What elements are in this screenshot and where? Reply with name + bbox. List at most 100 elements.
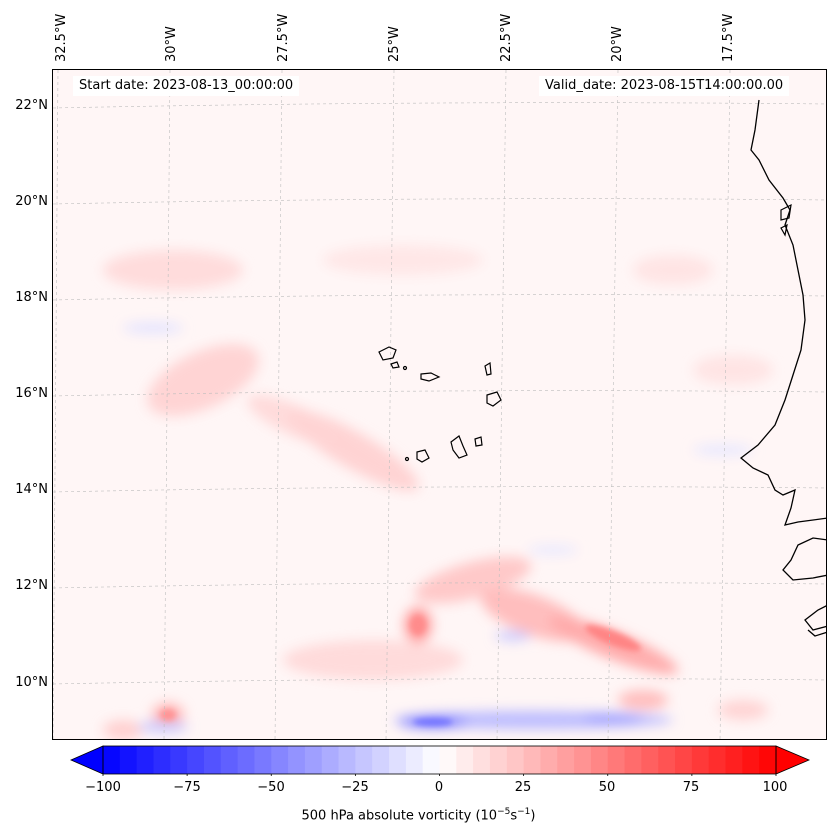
field-blob xyxy=(123,322,183,334)
colorbar-cell xyxy=(759,746,777,774)
field-blob xyxy=(693,444,753,456)
lon-label-32-5w: 32.5°W xyxy=(54,13,69,62)
colorbar-cell xyxy=(658,746,676,774)
colorbar-cell xyxy=(355,746,373,774)
lon-label-27-5w: 27.5°W xyxy=(276,13,291,62)
colorbar-tick-label: 0 xyxy=(434,780,444,795)
colorbar-tick-label: −100 xyxy=(85,780,121,795)
field-blob xyxy=(283,640,463,680)
field-blob xyxy=(585,625,641,651)
colorbar-cell xyxy=(304,746,323,774)
field-blob xyxy=(618,690,668,710)
lat-label-16n: 16°N xyxy=(15,386,48,401)
colorbar-cell xyxy=(203,746,222,774)
colorbar-arrow-min xyxy=(70,745,104,775)
colorbar-tick-label: 25 xyxy=(514,780,532,795)
field-blob xyxy=(693,355,773,385)
coastline-africa xyxy=(739,99,826,526)
valid-date-label: Valid_date: 2023-08-15T14:00:00.00 xyxy=(539,76,790,96)
coastline-bijagos xyxy=(780,203,792,237)
field-blob xyxy=(103,720,143,739)
field-blob xyxy=(583,713,643,723)
field-blob xyxy=(633,255,713,285)
colorbar-cell xyxy=(473,746,491,774)
colorbar-cells xyxy=(103,746,777,774)
colorbar-cell xyxy=(523,746,541,774)
vorticity-map xyxy=(53,70,826,739)
colorbar-cell xyxy=(574,746,592,774)
colorbar-cell xyxy=(136,746,154,774)
colorbar-cell xyxy=(506,746,525,774)
colorbar-cell xyxy=(489,746,508,774)
cape-verde-islands xyxy=(378,346,502,463)
map-panel xyxy=(52,69,827,740)
lat-label-10n: 10°N xyxy=(15,675,48,690)
vorticity-cores xyxy=(160,615,641,726)
colorbar-cell xyxy=(439,746,457,774)
field-blob xyxy=(147,344,259,416)
coastline-guinea xyxy=(804,605,826,637)
colorbar-cell xyxy=(119,746,138,774)
colorbar-cell xyxy=(288,746,306,774)
field-blob xyxy=(413,718,453,726)
colorbar-cell xyxy=(372,746,390,774)
colorbar-cell xyxy=(271,746,289,774)
colorbar-cell xyxy=(422,746,440,774)
colorbar-cell xyxy=(624,746,642,774)
colorbar-arrow-max xyxy=(775,745,810,775)
colorbar xyxy=(70,745,810,776)
lon-label-22-5w: 22.5°W xyxy=(499,13,514,62)
lon-label-25w: 25°W xyxy=(387,26,402,62)
colorbar-cell xyxy=(607,746,626,774)
colorbar-cell xyxy=(187,746,205,774)
field-blob xyxy=(103,250,243,290)
colorbar-cell xyxy=(456,746,474,774)
colorbar-caption: 500 hPa absolute vorticity (10−5s−1) xyxy=(301,807,536,824)
colorbar-tick-label: −75 xyxy=(173,780,201,795)
colorbar-cell xyxy=(641,746,659,774)
colorbar-cell xyxy=(590,746,609,774)
colorbar-tick-label: −25 xyxy=(341,780,369,795)
lon-label-30w: 30°W xyxy=(164,26,179,62)
colorbar-ticks xyxy=(102,774,777,776)
vorticity-field xyxy=(103,245,773,739)
field-blob xyxy=(247,394,339,446)
coastline-africa-south xyxy=(782,537,826,581)
colorbar-tick-label: 50 xyxy=(598,780,616,795)
field-blob xyxy=(138,721,188,733)
colorbar-cell xyxy=(237,746,255,774)
colorbar-tick-label: 100 xyxy=(762,780,788,795)
colorbar-tick-label: 75 xyxy=(682,780,700,795)
colorbar-cell xyxy=(540,746,558,774)
field-blob xyxy=(410,615,426,635)
colorbar-tick-label: −50 xyxy=(257,780,285,795)
colorbar-cell xyxy=(170,746,188,774)
field-blob xyxy=(414,556,532,604)
lat-label-18n: 18°N xyxy=(15,290,48,305)
colorbar-cell xyxy=(405,746,424,774)
field-blob xyxy=(323,245,483,275)
lon-label-17-5w: 17.5°W xyxy=(721,13,736,62)
lat-label-22n: 22°N xyxy=(15,98,48,113)
colorbar-cell xyxy=(675,746,693,774)
colorbar-cell xyxy=(103,746,121,774)
field-blob xyxy=(528,545,578,555)
lat-label-20n: 20°N xyxy=(15,194,48,209)
start-date-label: Start date: 2023-08-13_00:00:00 xyxy=(73,76,300,96)
colorbar-cell xyxy=(220,746,239,774)
colorbar-cell xyxy=(321,746,340,774)
colorbar-cell xyxy=(691,746,710,774)
colorbar-cell xyxy=(153,746,171,774)
graticule xyxy=(53,70,826,739)
colorbar-cell xyxy=(742,746,760,774)
field-blob xyxy=(718,700,768,720)
colorbar-cell xyxy=(725,746,743,774)
colorbar-cell xyxy=(708,746,727,774)
field-blob xyxy=(160,709,176,721)
colorbar-cell xyxy=(389,746,407,774)
lat-label-14n: 14°N xyxy=(15,482,48,497)
colorbar-cell xyxy=(254,746,272,774)
lat-label-12n: 12°N xyxy=(15,578,48,593)
field-blob xyxy=(495,631,531,641)
lon-label-20w: 20°W xyxy=(610,26,625,62)
